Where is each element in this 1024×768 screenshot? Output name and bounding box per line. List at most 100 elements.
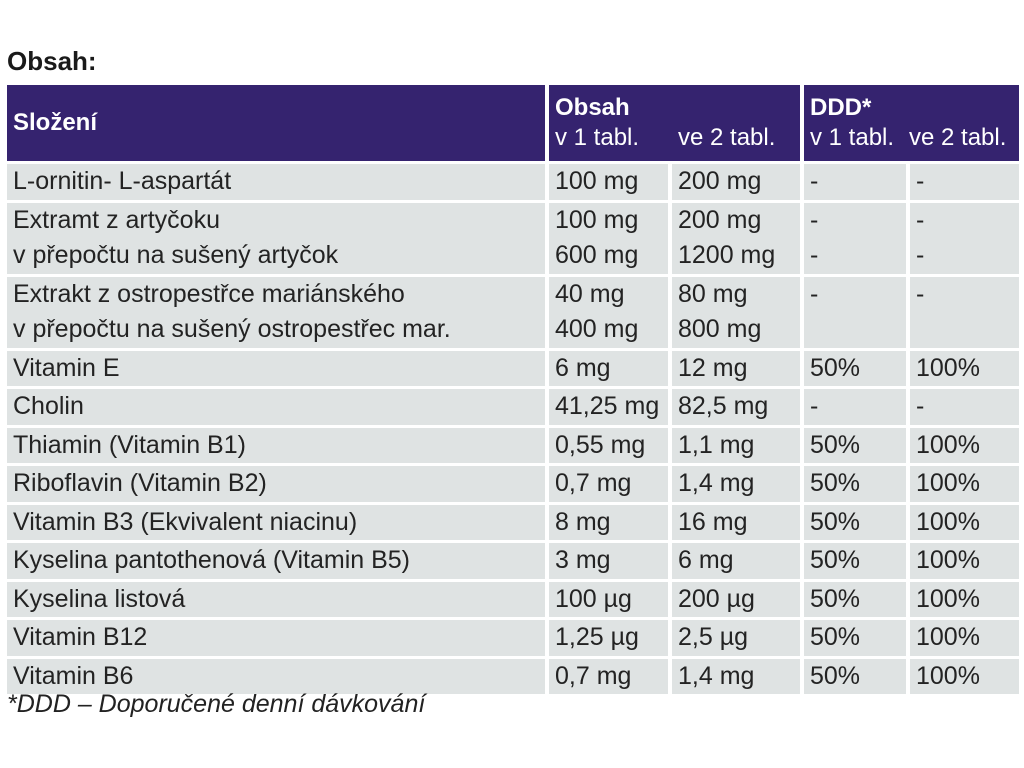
cell-line: - <box>916 205 925 234</box>
cell-line: 100% <box>916 507 980 536</box>
cell-v2: 82,5 mg <box>668 386 800 425</box>
cell-line: 50% <box>810 469 861 497</box>
cell-v1: 6 mg <box>545 347 668 386</box>
cell-line: - <box>916 392 925 420</box>
cell-v2: 6 mg <box>668 540 800 579</box>
cell-d1: 50% <box>800 347 906 386</box>
cell-v1: 40 mg 400 mg <box>545 273 668 348</box>
cell-line: Kyselina pantothenová (Vitamin B5) <box>13 546 410 574</box>
cell-line: - <box>810 392 819 420</box>
cell-d1: 50% <box>800 501 906 540</box>
cell-d2: 100% <box>906 540 1019 579</box>
header-ddd: DDD* v 1 tabl. ve 2 tabl. <box>800 85 1019 161</box>
cell-d2: 100% <box>906 463 1019 502</box>
cell-name: L-ornitin- L-aspartát <box>7 161 545 200</box>
cell-line: 100 µg <box>555 584 632 613</box>
header-slozeni: Složení <box>7 85 545 161</box>
cell-line: Thiamin (Vitamin B1) <box>13 430 246 459</box>
cell-line: 100 mg <box>555 205 639 234</box>
cell-line: Extramt z artyčoku <box>13 205 220 234</box>
cell-line: 100% <box>916 623 980 651</box>
cell-v2: 12 mg <box>668 347 800 386</box>
cell-line: - <box>916 167 925 195</box>
header-ddd-v2: ve 2 tabl. <box>909 124 1007 151</box>
cell-d1: 50% <box>800 463 906 502</box>
cell-d1: - <box>800 161 906 200</box>
cell-line: 50% <box>810 623 861 651</box>
cell-name: Vitamin E <box>7 347 545 386</box>
cell-line: 100% <box>916 469 980 497</box>
table-header: Složení Obsah v 1 tabl. ve 2 tabl. DDD* … <box>7 85 1019 161</box>
cell-name: Vitamin B3 (Ekvivalent niacinu) <box>7 501 545 540</box>
cell-d1: 50% <box>800 617 906 656</box>
cell-line: 2,5 µg <box>678 623 749 651</box>
cell-v2: 80 mg 800 mg <box>668 273 800 348</box>
cell-line: 1,4 mg <box>678 661 755 690</box>
cell-name: Vitamin B12 <box>7 617 545 656</box>
cell-d1: -- <box>800 199 906 274</box>
cell-line: - <box>810 205 819 234</box>
cell-line: 6 mg <box>555 353 611 382</box>
cell-line: Vitamin B3 (Ekvivalent niacinu) <box>13 507 358 536</box>
cell-line: 100% <box>916 353 980 382</box>
cell-d2: -- <box>906 199 1019 274</box>
cell-line: Kyselina listová <box>13 584 186 613</box>
cell-v2: 200 µg <box>668 578 800 617</box>
cell-line: 0,7 mg <box>555 661 632 690</box>
header-obsah-v2: ve 2 tabl. <box>678 124 776 151</box>
cell-line: 100% <box>916 546 980 574</box>
cell-line: 50% <box>810 546 861 574</box>
cell-line: Riboflavin (Vitamin B2) <box>13 469 267 497</box>
cell-d1: 50% <box>800 424 906 463</box>
cell-line: 41,25 mg <box>555 392 660 420</box>
cell-name: Kyselina pantothenová (Vitamin B5) <box>7 540 545 579</box>
cell-v2: 1,4 mg <box>668 655 800 694</box>
cell-line: 50% <box>810 430 861 459</box>
cell-d2: 100% <box>906 347 1019 386</box>
header-ddd-title: DDD* <box>810 94 872 121</box>
cell-line: 16 mg <box>678 507 748 536</box>
header-ddd-v1: v 1 tabl. <box>810 124 895 151</box>
cell-line: 400 mg <box>555 315 639 343</box>
nutrition-table: Složení Obsah v 1 tabl. ve 2 tabl. DDD* … <box>7 85 1019 694</box>
cell-d1: - <box>800 386 906 425</box>
table-row: Thiamin (Vitamin B1) 0,55 mg 1,1 mg 50% 100% <box>7 424 1019 463</box>
cell-line: 1,1 mg <box>678 430 755 459</box>
cell-v1: 3 mg <box>545 540 668 579</box>
cell-name: Thiamin (Vitamin B1) <box>7 424 545 463</box>
cell-d2: 100% <box>906 578 1019 617</box>
cell-d2: - <box>906 161 1019 200</box>
cell-name: Cholin <box>7 386 545 425</box>
cell-d2: 100% <box>906 501 1019 540</box>
section-title: Obsah: <box>7 46 97 76</box>
cell-line: 1200 mg <box>678 241 776 269</box>
cell-v1: 0,55 mg <box>545 424 668 463</box>
cell-line: Extrakt z ostropestřce mariánského <box>13 279 405 308</box>
cell-d1: 50% <box>800 655 906 694</box>
cell-line: 1,4 mg <box>678 469 755 497</box>
cell-d1: 50% <box>800 540 906 579</box>
cell-d2: 100% <box>906 655 1019 694</box>
table-row: Vitamin B6 0,7 mg 1,4 mg 50% 100% <box>7 655 1019 694</box>
cell-line: 8 mg <box>555 507 611 536</box>
cell-line: 50% <box>810 353 861 382</box>
cell-line: - <box>810 279 819 308</box>
table-row: Cholin 41,25 mg 82,5 mg - - <box>7 386 1019 425</box>
table-row: Extrakt z ostropestřce mariánského v přep… <box>7 273 1019 348</box>
cell-line: 100 mg <box>555 167 639 195</box>
table-row: Kyselina pantothenová (Vitamin B5) 3 mg 6 … <box>7 540 1019 579</box>
cell-line: 600 mg <box>555 241 639 269</box>
cell-line: - <box>810 241 819 269</box>
cell-line: - <box>810 167 819 195</box>
cell-line: 800 mg <box>678 315 762 343</box>
cell-line: 80 mg <box>678 279 748 308</box>
cell-line: - <box>916 279 925 308</box>
cell-d1: 50% <box>800 578 906 617</box>
cell-v2: 1,1 mg <box>668 424 800 463</box>
cell-line: Vitamin E <box>13 353 120 382</box>
cell-line: 0,7 mg <box>555 469 632 497</box>
cell-line: v přepočtu na sušený artyčok <box>13 241 339 269</box>
cell-line: 200 mg <box>678 167 762 195</box>
cell-name: Extrakt z ostropestřce mariánského v přep… <box>7 273 545 348</box>
cell-v1: 100 mg <box>545 161 668 200</box>
